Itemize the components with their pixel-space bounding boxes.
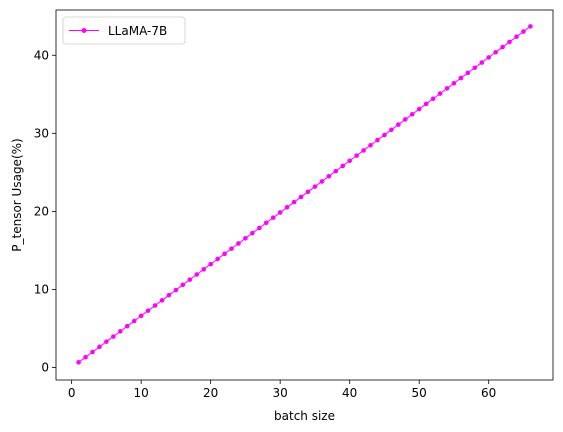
x-tick-label: 30 <box>273 386 288 400</box>
data-point <box>361 148 366 153</box>
y-tick-label: 0 <box>41 361 49 375</box>
data-point <box>437 91 443 96</box>
data-point <box>229 246 234 251</box>
data-point <box>305 189 311 195</box>
data-point <box>180 282 186 288</box>
data-point <box>451 80 457 86</box>
data-point <box>138 313 144 319</box>
data-point <box>375 137 380 143</box>
data-point <box>173 287 179 293</box>
data-point <box>423 101 429 107</box>
data-point <box>201 267 207 272</box>
data-point <box>270 215 276 220</box>
y-tick-label: 20 <box>34 204 49 218</box>
data-point <box>257 225 262 231</box>
data-point <box>416 106 422 112</box>
data-point <box>507 39 512 45</box>
data-point <box>236 241 241 246</box>
x-tick-label: 0 <box>68 386 76 400</box>
data-point <box>284 205 290 210</box>
data-point <box>152 303 158 308</box>
data-point <box>298 194 304 200</box>
data-point <box>131 318 137 324</box>
x-tick-label: 20 <box>203 386 218 400</box>
data-point <box>326 173 332 179</box>
data-point <box>500 44 505 50</box>
data-point <box>111 334 116 339</box>
data-point <box>444 86 450 91</box>
data-point <box>263 220 269 226</box>
data-point <box>389 127 394 133</box>
data-point <box>83 354 88 360</box>
y-tick-label: 30 <box>34 126 49 140</box>
data-point <box>479 60 485 65</box>
data-point <box>222 251 227 257</box>
data-point <box>90 349 95 355</box>
data-point <box>347 158 352 164</box>
data-point <box>250 230 255 236</box>
data-point <box>472 65 478 71</box>
data-point <box>354 153 359 158</box>
data-point <box>458 75 464 81</box>
y-axis-label: P_tensor Usage(%) <box>10 138 24 251</box>
x-tick-label: 10 <box>134 386 149 400</box>
data-point <box>514 34 519 40</box>
data-point <box>382 132 387 138</box>
data-point <box>118 329 123 334</box>
data-point <box>528 24 533 29</box>
y-axis-ticks: 0 10 20 30 40 <box>34 48 56 375</box>
data-point <box>486 55 492 60</box>
data-point <box>187 277 193 282</box>
data-point <box>194 272 200 277</box>
data-point <box>166 292 172 298</box>
data-point <box>145 308 151 313</box>
y-tick-label: 40 <box>34 48 49 62</box>
x-axis-label: batch size <box>274 409 335 423</box>
y-tick-label: 10 <box>34 282 49 296</box>
data-point <box>430 96 436 102</box>
legend: LLaMA-7B <box>62 16 186 45</box>
data-point <box>277 210 283 215</box>
data-point <box>319 179 325 184</box>
data-point <box>333 168 339 174</box>
data-point <box>521 29 526 34</box>
data-point <box>396 122 401 127</box>
data-point <box>97 344 102 350</box>
data-point <box>215 256 220 262</box>
data-point <box>208 261 213 267</box>
data-point <box>402 117 408 122</box>
data-point <box>312 184 318 189</box>
data-point <box>368 142 373 148</box>
data-point <box>291 199 297 205</box>
data-point <box>159 298 165 303</box>
x-tick-label: 60 <box>481 386 496 400</box>
legend-label-llama-7b: LLaMA-7B <box>108 24 167 38</box>
data-point <box>409 111 415 117</box>
data-point <box>340 163 346 169</box>
data-point <box>76 360 81 365</box>
series-layer <box>76 24 533 365</box>
plot-frame <box>55 9 554 381</box>
x-tick-label: 50 <box>412 386 427 400</box>
data-point <box>124 323 130 329</box>
data-point <box>243 236 248 241</box>
data-point <box>465 70 471 76</box>
data-point <box>493 49 498 55</box>
legend-marker-llama-7b <box>81 28 87 33</box>
x-axis-ticks: 0 10 20 30 40 50 60 <box>68 380 496 400</box>
legend-box <box>62 16 186 45</box>
x-tick-label: 40 <box>342 386 357 400</box>
data-point <box>104 339 109 344</box>
